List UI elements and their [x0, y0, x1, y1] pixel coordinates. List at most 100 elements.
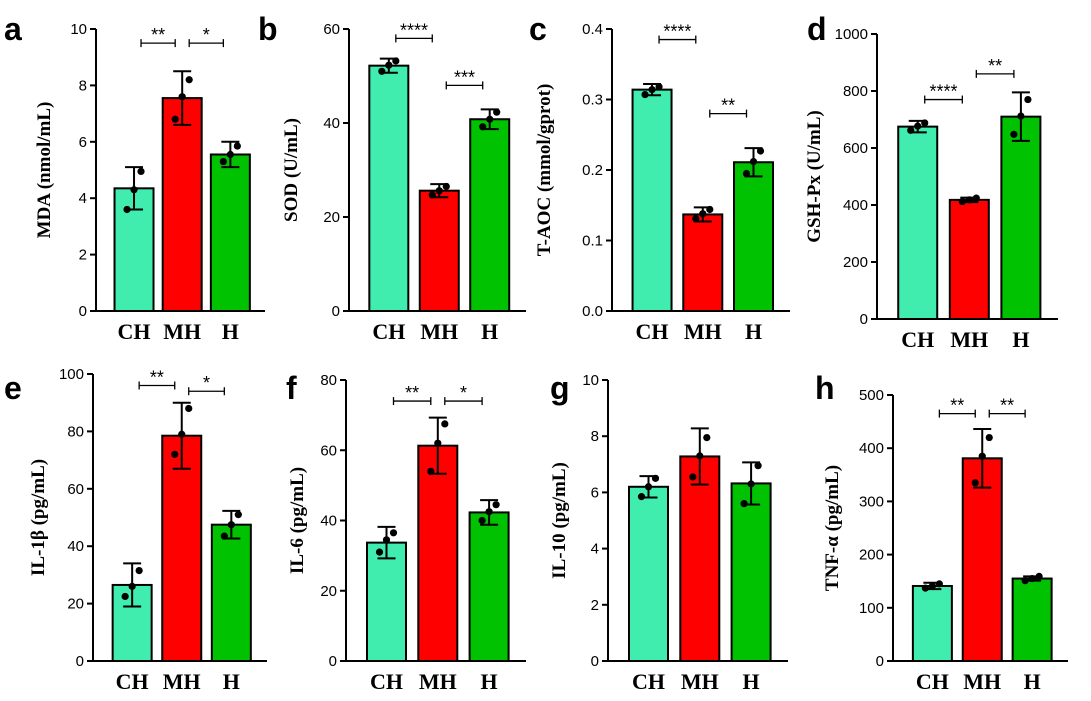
x-tick-label-e-h: H: [223, 669, 240, 694]
bar-b-h: [469, 118, 511, 312]
data-point-a-mh-2: [178, 93, 186, 101]
data-point-e-ch-3: [135, 566, 143, 575]
y-tick-label-e-4: 80: [67, 423, 84, 440]
bar-g-h: [730, 482, 772, 662]
y-axis-label-b: SOD (U/mL): [281, 118, 302, 222]
data-point-c-h-3: [756, 147, 765, 155]
x-tick-label-b-ch: CH: [372, 319, 405, 344]
y-tick-label-g-0: 0: [591, 653, 599, 670]
y-tick-label-h-4: 400: [859, 440, 884, 457]
x-tick-label-b-h: H: [481, 319, 498, 344]
bar-f-mh: [417, 444, 459, 662]
x-tick-label-e-mh: MH: [163, 669, 201, 694]
data-point-c-ch-3: [655, 83, 663, 91]
data-point-h-mh-2: [978, 452, 986, 460]
data-point-a-ch-2: [130, 186, 138, 194]
panel-label-a: a: [4, 11, 22, 47]
y-tick-label-e-0: 0: [76, 653, 84, 670]
significance-mark-b-1: ***: [454, 67, 475, 87]
y-tick-label-b-2: 40: [323, 115, 340, 132]
data-point-c-mh-1: [692, 215, 700, 223]
y-tick-label-a-5: 10: [70, 21, 87, 38]
x-tick-label-g-ch: CH: [632, 669, 665, 694]
data-point-g-h-2: [747, 480, 755, 488]
y-axis-label-e: IL-1β (pg/mL): [28, 459, 49, 576]
data-point-h-h-3: [1035, 572, 1043, 581]
data-point-f-h-1: [478, 516, 486, 525]
data-point-f-ch-2: [382, 536, 391, 544]
x-tick-label-c-mh: MH: [684, 319, 722, 344]
data-point-d-ch-3: [921, 119, 929, 127]
data-point-d-mh-1: [958, 197, 966, 206]
y-tick-label-d-0: 0: [860, 311, 868, 328]
panel-label-b: b: [258, 11, 278, 47]
bar-d-mh: [948, 198, 990, 320]
bar-c-mh: [682, 213, 724, 312]
x-tick-label-a-mh: MH: [163, 319, 201, 344]
significance-mark-a-0: **: [151, 25, 165, 45]
data-point-g-ch-1: [637, 493, 646, 501]
significance-mark-f-0: **: [405, 383, 419, 403]
data-point-a-h-2: [226, 150, 234, 159]
y-tick-label-a-2: 4: [79, 190, 87, 207]
y-axis-label-f: IL-6 (pg/mL): [287, 467, 308, 574]
y-tick-label-g-3: 6: [591, 484, 599, 501]
y-tick-label-a-4: 8: [79, 77, 87, 94]
y-axis-label-g: IL-10 (pg/mL): [549, 462, 570, 579]
significance-mark-f-1: *: [460, 383, 467, 403]
x-tick-label-d-mh: MH: [950, 327, 988, 352]
y-tick-label-d-3: 600: [843, 140, 868, 157]
y-tick-label-b-0: 0: [332, 303, 340, 320]
y-tick-label-c-2: 0.2: [582, 162, 603, 179]
y-axis-label-c: T-AOC (mmol/gprot): [534, 84, 555, 257]
significance-mark-h-1: **: [1000, 396, 1014, 416]
data-point-c-mh-3: [706, 205, 714, 214]
data-point-b-mh-1: [428, 191, 436, 199]
x-tick-label-e-ch: CH: [116, 669, 149, 694]
x-tick-label-f-h: H: [481, 669, 498, 694]
data-point-e-mh-1: [171, 450, 179, 458]
panel-label-e: e: [4, 370, 22, 406]
data-point-h-h-1: [1021, 577, 1029, 585]
x-tick-label-d-h: H: [1012, 327, 1029, 352]
panel-label-f: f: [286, 370, 297, 406]
data-point-f-mh-1: [427, 467, 435, 475]
data-point-e-h-1: [220, 532, 228, 540]
data-point-h-mh-3: [985, 433, 993, 442]
x-tick-label-c-h: H: [745, 319, 762, 344]
data-point-d-h-2: [1017, 112, 1025, 120]
bar-a-h: [209, 153, 251, 312]
bar-c-ch: [631, 88, 673, 312]
data-point-g-h-3: [754, 462, 762, 470]
data-point-d-h-3: [1024, 95, 1032, 104]
bar-h-ch: [911, 584, 953, 662]
data-point-b-mh-2: [435, 187, 443, 195]
significance-mark-e-1: *: [203, 373, 210, 393]
data-point-a-mh-1: [171, 115, 179, 123]
data-point-e-mh-2: [178, 430, 186, 438]
x-tick-label-g-mh: MH: [681, 669, 719, 694]
panel-label-h: h: [815, 370, 835, 406]
panel-label-g: g: [550, 370, 570, 406]
data-point-a-ch-3: [137, 167, 145, 176]
bar-b-ch: [368, 64, 410, 312]
data-point-g-mh-2: [696, 452, 704, 460]
bar-f-h: [468, 511, 510, 663]
significance-mark-h-0: **: [950, 396, 964, 416]
y-tick-label-c-3: 0.3: [582, 92, 603, 109]
y-tick-label-h-5: 500: [859, 387, 884, 404]
y-tick-label-e-3: 60: [67, 481, 84, 498]
data-point-g-mh-1: [689, 473, 697, 481]
x-tick-label-f-mh: MH: [419, 669, 457, 694]
data-point-d-h-1: [1010, 130, 1018, 138]
panel-label-d: d: [807, 11, 827, 47]
y-tick-label-f-3: 60: [320, 442, 337, 459]
y-tick-label-a-0: 0: [79, 303, 87, 320]
y-axis-label-h: TNF-α (pg/mL): [822, 465, 843, 591]
data-point-b-ch-2: [385, 61, 393, 69]
data-point-e-mh-3: [185, 404, 193, 413]
bar-c-h: [733, 161, 775, 312]
data-point-c-h-2: [749, 157, 758, 166]
y-tick-label-f-2: 40: [320, 513, 337, 530]
y-tick-label-g-5: 10: [582, 372, 599, 389]
